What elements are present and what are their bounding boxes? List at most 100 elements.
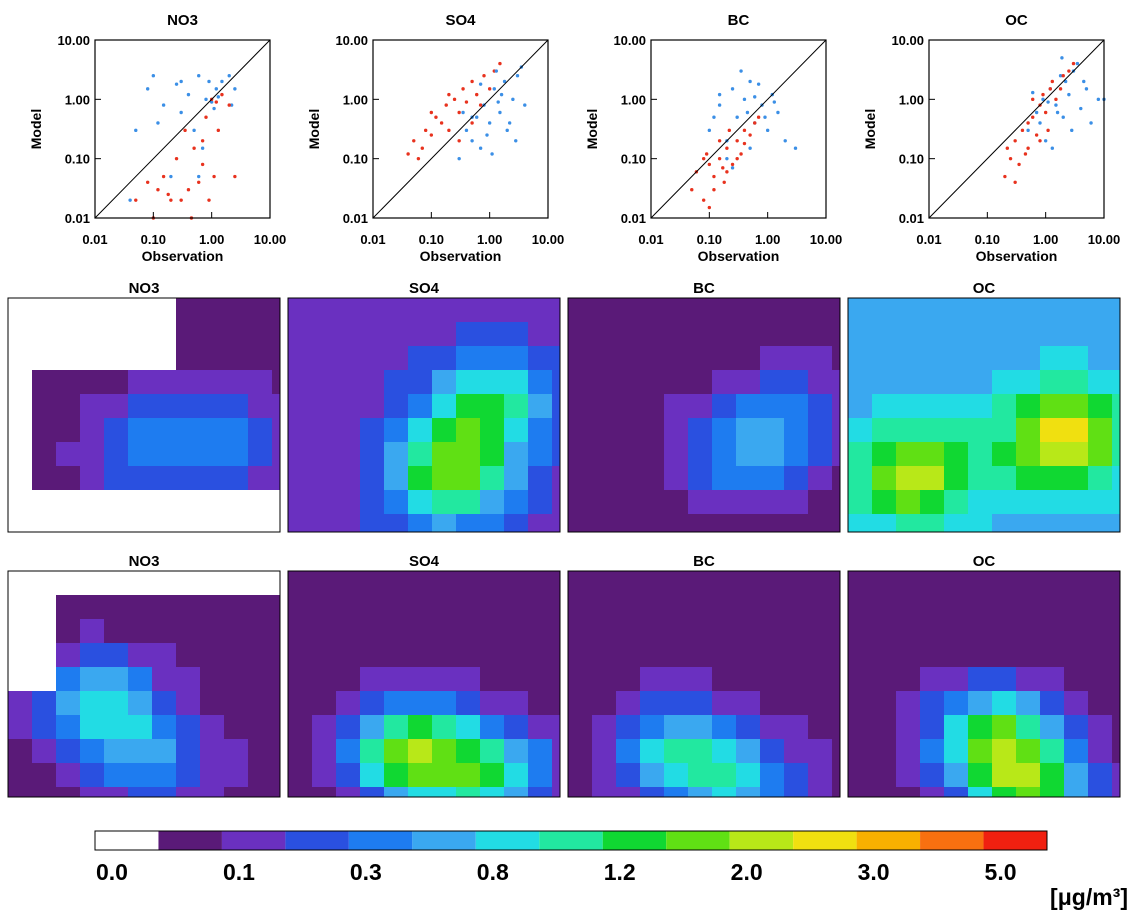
map-cell [568,346,592,370]
map-cell [784,322,808,346]
map-cell [664,298,688,322]
map-cell [1112,595,1120,619]
y-tick-label: 10.00 [613,33,646,48]
map-cell [712,595,736,619]
map-cell [360,298,384,322]
map-cell [272,619,280,643]
map-cell [760,466,784,490]
map-cell [248,322,272,346]
map-cell [104,643,128,667]
map-cell [992,787,1016,797]
map-cell [568,394,592,418]
scatter-point [487,121,492,125]
map-cell [896,787,920,797]
scatter-point [461,87,465,91]
map-cell [272,691,280,715]
map-cell [1016,346,1040,370]
map-cell [288,466,312,490]
map-cell [784,394,808,418]
y-tick-label: 0.10 [621,152,646,167]
map-cell [504,466,528,490]
map-cell [568,739,592,763]
map-cell [848,394,872,418]
scatter-point [1003,174,1007,179]
map-cell [152,298,176,322]
scatter-point [161,174,166,179]
map-cell [832,763,840,787]
scatter-point [1038,139,1042,143]
map-cell [1040,667,1064,691]
map-cell [848,763,872,787]
scatter-point [1063,79,1068,84]
scatter-point [1026,128,1030,133]
map-cell [8,394,32,418]
map-cell [968,571,992,595]
map-cell [808,667,832,691]
map-cell [896,715,920,739]
map-cell [8,442,32,466]
map-cell [336,595,360,619]
map-cell [128,643,152,667]
map-cell [872,418,896,442]
map-cell [808,691,832,715]
map-cell [528,619,552,643]
map-cell [712,715,736,739]
x-tick-label: 10.00 [532,232,565,247]
map-cell [384,619,408,643]
scatter-point [475,115,479,119]
map-cell [56,346,80,370]
map-cell [688,571,712,595]
scatter-point [498,110,502,115]
map-cell [32,595,56,619]
map-cell [664,643,688,667]
map-cell [808,571,832,595]
map-cell [872,739,896,763]
map-cell [176,298,200,322]
map-cell [128,466,152,490]
map-cell [760,667,784,691]
map-cell [848,322,872,346]
scatter-point [1061,115,1065,119]
map-cell [1016,787,1040,797]
map-cell [848,595,872,619]
map-cell [1088,763,1112,787]
map-cell [616,298,640,322]
map-cell [336,442,360,466]
map-cell [688,394,712,418]
map-cell [248,370,272,394]
map-cell [32,490,56,514]
colorbar-swatch [412,831,476,850]
scatter-point [475,92,479,97]
map-cell [200,514,224,532]
map-cell [760,418,784,442]
map-cell [664,667,688,691]
map-cell [152,442,176,466]
map-cell [56,571,80,595]
map-cell [384,715,408,739]
scatter-point [730,162,735,167]
map-cell [288,514,312,532]
map-cell [712,298,736,322]
map-cell [288,571,312,595]
map-cell [1088,346,1112,370]
map-cell [592,595,616,619]
scatter-point [1026,146,1030,150]
scatter-point [717,156,722,161]
map-cell [992,394,1016,418]
scatter-point [1043,139,1048,143]
map-cell [1112,763,1120,787]
map-cell [784,715,808,739]
map-cell [1016,571,1040,595]
scatter-point [735,139,739,143]
map-cell [360,595,384,619]
scatter-point [423,128,428,133]
map-cell [640,442,664,466]
map-cell [736,739,760,763]
map-cell [312,370,336,394]
map-cell [80,466,104,490]
map-cell [592,643,616,667]
scatter-point [707,205,712,210]
map-cell [592,763,616,787]
map-cell [176,490,200,514]
map-cell [152,346,176,370]
